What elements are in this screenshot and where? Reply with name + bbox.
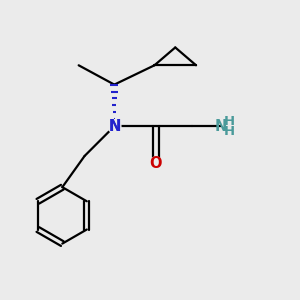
Circle shape [108, 120, 121, 133]
Circle shape [222, 117, 241, 136]
Text: O: O [150, 156, 162, 171]
Circle shape [149, 157, 163, 170]
Text: H: H [224, 125, 235, 138]
Text: N: N [108, 119, 121, 134]
Text: N: N [108, 119, 121, 134]
Text: H: H [224, 115, 235, 128]
Text: N: N [214, 119, 227, 134]
